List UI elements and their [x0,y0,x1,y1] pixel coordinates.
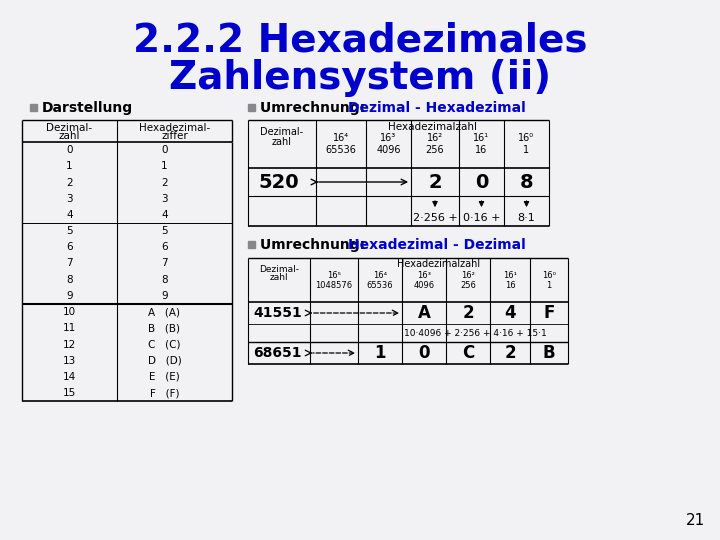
Text: 520: 520 [258,172,299,192]
Text: Zahlensystem (ii): Zahlensystem (ii) [169,59,551,97]
Text: 6: 6 [66,242,73,252]
Text: B: B [543,344,555,362]
Text: 16: 16 [475,145,487,155]
Text: 7: 7 [66,259,73,268]
Text: 2·256 +: 2·256 + [413,213,457,223]
Text: 41551: 41551 [253,306,302,320]
Bar [248,241,255,248]
Text: 10: 10 [63,307,76,317]
Text: 2: 2 [66,178,73,187]
Text: 1048576: 1048576 [315,280,353,289]
Text: Darstellung: Darstellung [42,101,133,115]
Text: Dezimal-: Dezimal- [46,123,93,133]
Text: Dezimal-: Dezimal- [259,265,299,273]
Text: Hexadezimalzahl: Hexadezimalzahl [388,122,477,132]
Text: 16¹: 16¹ [503,271,517,280]
Text: 16³: 16³ [380,133,397,143]
Text: 16¹: 16¹ [474,133,490,143]
Text: 65536: 65536 [366,280,393,289]
Text: Dezimal - Hexadezimal: Dezimal - Hexadezimal [348,101,526,115]
Text: 8: 8 [66,275,73,285]
Text: 256: 256 [460,280,476,289]
Text: Dezimal-: Dezimal- [261,127,304,137]
Text: 2: 2 [161,178,168,187]
Text: zahl: zahl [270,273,288,282]
Text: 6: 6 [161,242,168,252]
Text: 1: 1 [374,344,386,362]
Text: 8: 8 [520,172,534,192]
Text: 1: 1 [546,280,552,289]
Text: 16⁵: 16⁵ [327,271,341,280]
Bar [30,104,37,111]
Text: 65536: 65536 [325,145,356,155]
Text: 4: 4 [161,210,168,220]
Text: 16³: 16³ [417,271,431,280]
Text: 12: 12 [63,340,76,349]
Text: 5: 5 [66,226,73,236]
Text: zahl: zahl [272,137,292,147]
Text: 1: 1 [523,145,530,155]
Text: Hexadezimal-: Hexadezimal- [139,123,210,133]
Text: E   (E): E (E) [149,372,180,382]
Text: 2: 2 [428,172,442,192]
Text: 16⁴: 16⁴ [333,133,349,143]
Text: 8·1: 8·1 [518,213,536,223]
Text: 10·4096 + 2·256 + 4·16 + 15·1: 10·4096 + 2·256 + 4·16 + 15·1 [404,328,546,338]
Text: B   (B): B (B) [148,323,181,333]
Text: 16²: 16² [427,133,443,143]
Text: 16: 16 [505,280,516,289]
Text: 3: 3 [66,194,73,204]
Text: 0·16 +: 0·16 + [463,213,500,223]
Text: F: F [544,304,554,322]
Text: C   (C): C (C) [148,340,181,349]
Text: 9: 9 [161,291,168,301]
Text: C: C [462,344,474,362]
Text: 4: 4 [66,210,73,220]
Text: 4: 4 [504,304,516,322]
Text: 16⁰: 16⁰ [542,271,556,280]
Text: Hexadezimalzahl: Hexadezimalzahl [397,259,480,269]
Text: Umrechnung:: Umrechnung: [260,101,370,115]
Text: 7: 7 [161,259,168,268]
Text: A   (A): A (A) [148,307,181,317]
Text: 1: 1 [161,161,168,171]
Text: Umrechnung:: Umrechnung: [260,238,370,252]
Text: 15: 15 [63,388,76,398]
Text: 0: 0 [474,172,488,192]
Text: ziffer: ziffer [161,131,188,141]
Text: A: A [418,304,431,322]
Text: 16⁰: 16⁰ [518,133,534,143]
Text: 8: 8 [161,275,168,285]
Text: F   (F): F (F) [150,388,179,398]
Text: 11: 11 [63,323,76,333]
Text: 2: 2 [504,344,516,362]
Text: 21: 21 [685,513,705,528]
Text: zahl: zahl [59,131,80,141]
Text: 0: 0 [418,344,430,362]
Text: 5: 5 [161,226,168,236]
Text: 2.2.2 Hexadezimales: 2.2.2 Hexadezimales [132,21,588,59]
Text: 0: 0 [66,145,73,155]
Text: 9: 9 [66,291,73,301]
Text: 14: 14 [63,372,76,382]
Text: 3: 3 [161,194,168,204]
Bar [248,104,255,111]
Text: 256: 256 [426,145,444,155]
Text: 16⁴: 16⁴ [373,271,387,280]
Text: 4096: 4096 [413,280,435,289]
Text: 0: 0 [161,145,168,155]
Text: D   (D): D (D) [148,356,181,366]
Text: Hexadezimal - Dezimal: Hexadezimal - Dezimal [348,238,526,252]
Text: 4096: 4096 [377,145,401,155]
Text: 13: 13 [63,356,76,366]
Text: 16²: 16² [461,271,475,280]
Text: 1: 1 [66,161,73,171]
Text: 68651: 68651 [253,346,302,360]
Text: 2: 2 [462,304,474,322]
